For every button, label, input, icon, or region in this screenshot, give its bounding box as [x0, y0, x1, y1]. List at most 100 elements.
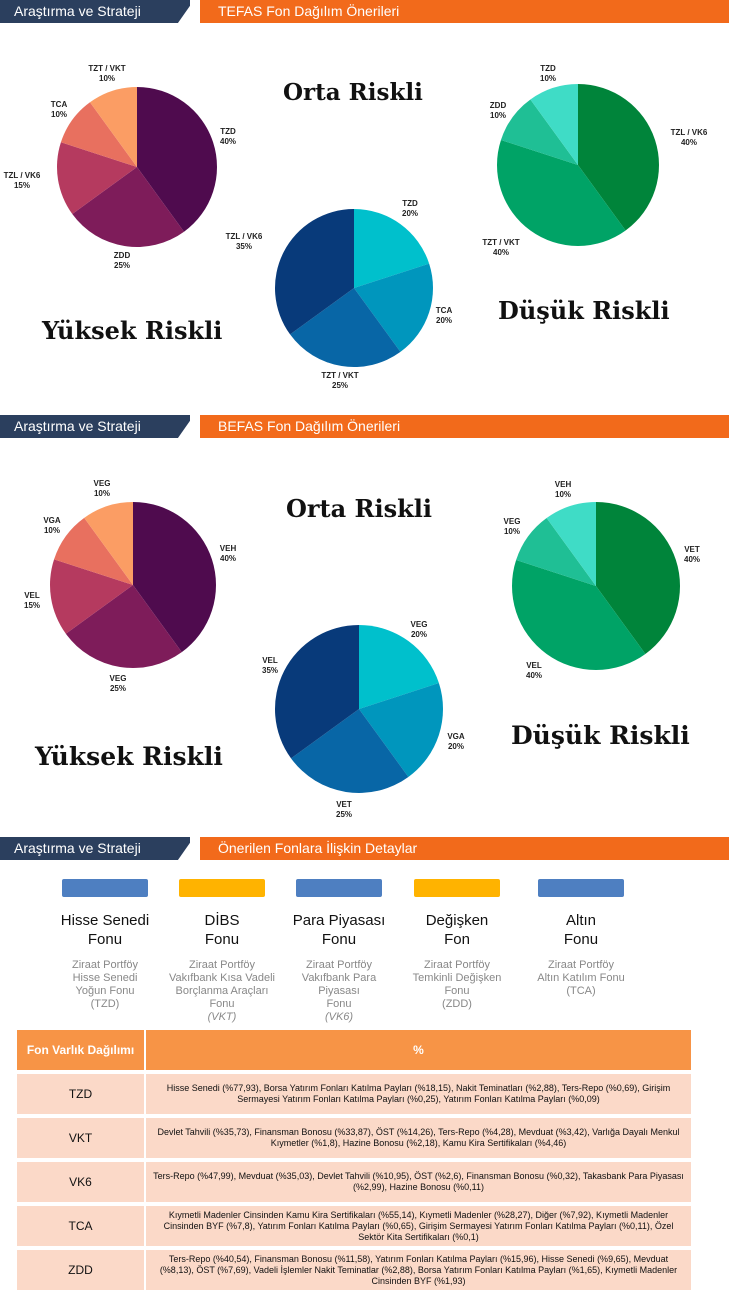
fund-card-money-market: Para Piyasası Fonu Ziraat Portföy Vakıfban…: [278, 879, 400, 1024]
pie-slice-label: VGA 10%: [43, 516, 60, 536]
pie-slice-label: VGA 20%: [447, 732, 464, 752]
pie-slice: [290, 288, 401, 367]
slice-value: 10%: [93, 489, 110, 498]
pie-slice-label: TCA 10%: [51, 100, 67, 120]
pie-slice-label: ZDD 25%: [114, 251, 130, 271]
befas-high-pie: [50, 502, 216, 668]
befas-low-pie: [512, 502, 680, 670]
section-left-label: Araştırma ve Strateji: [0, 837, 190, 860]
slice-value: 15%: [23, 601, 41, 610]
slice-name: VEG: [410, 620, 428, 629]
section-header-tefas: Araştırma ve Strateji TEFAS Fon Dağılım …: [0, 0, 729, 23]
pie-slice-label: VEL 15%: [24, 591, 40, 611]
fund-description: Ziraat Portföy Temkinli Değişken Fonu (ZDD): [412, 959, 502, 1010]
pie-slice: [291, 709, 409, 793]
slice-name: VEG: [93, 479, 111, 488]
pie-slice: [530, 84, 578, 165]
pie-slice-label: VET 40%: [684, 545, 700, 565]
slice-name: TZT / VKT: [88, 64, 126, 73]
fund-name: Değişken Fon: [425, 912, 489, 948]
pie-slice: [516, 518, 596, 586]
befas-mid-pie: [275, 625, 443, 793]
tefas-low-title: Düşük Riskli: [498, 296, 670, 325]
pie-slice: [546, 502, 596, 586]
slice-name: TZD: [540, 64, 556, 73]
fund-name: Altın Fonu: [563, 912, 599, 948]
table-cell-code: VK6: [17, 1158, 146, 1202]
table-header-fund: Fon Varlık Dağılımı: [17, 1030, 146, 1070]
fund-card-equity: Hisse Senedi Fonu Ziraat Portföy Hisse Sen…: [47, 879, 163, 1011]
slice-name: VGA: [447, 732, 465, 741]
slice-name: VEH: [554, 480, 572, 489]
pie-slice: [359, 625, 439, 709]
slice-value: 10%: [489, 111, 507, 120]
slice-name: ZDD: [113, 251, 131, 260]
fund-name: Para Piyasası Fonu: [292, 912, 386, 948]
tefas-mid-pie: [275, 209, 433, 367]
table-cell-code: ZDD: [17, 1246, 146, 1290]
slice-name: VEL: [24, 591, 40, 600]
slice-value: 40%: [680, 138, 697, 147]
slice-value: 25%: [109, 684, 126, 693]
table-row: TCA Kıymetli Madenler Cinsinden Kamu Kir…: [17, 1202, 691, 1246]
pie-slice-label: TZT / VKT 10%: [88, 64, 125, 84]
fund-description: Ziraat Portföy Vakıfbank Para Piyasası Fonu…: [301, 959, 377, 1023]
table-cell-detail: Ters-Repo (%40,54), Finansman Bonosu (%1…: [146, 1246, 691, 1290]
fund-allocation-table: Fon Varlık Dağılımı % TZD Hisse Senedi (…: [17, 1030, 691, 1290]
slice-name: VEG: [503, 517, 521, 526]
slice-name: TZD: [402, 199, 418, 208]
pie-slice-label: TZD 20%: [402, 199, 418, 219]
befas-high-title: Yüksek Riskli: [35, 742, 223, 771]
table-cell-code: TCA: [17, 1202, 146, 1246]
slice-value: 15%: [13, 181, 30, 190]
pie-slice-label: VEG 25%: [110, 674, 127, 694]
table-header-row: Fon Varlık Dağılımı %: [17, 1030, 691, 1070]
slice-name: TZL / VK6: [670, 128, 708, 137]
fund-name: DİBS Fonu: [204, 912, 240, 948]
fund-card-gold: Altın Fonu Ziraat Portföy Altın Katılım Fo…: [518, 879, 644, 998]
slice-name: TZL / VK6: [3, 171, 41, 180]
pie-slice: [596, 502, 680, 654]
pie-slice: [137, 87, 217, 232]
pie-slice-label: TZL / VK6 15%: [4, 171, 41, 191]
slice-name: VEL: [262, 656, 278, 665]
slice-value: 10%: [503, 527, 520, 536]
fund-color-bar: [296, 879, 382, 897]
fund-color-bar: [414, 879, 500, 897]
pie-slice-label: TZT / VKT 25%: [321, 371, 358, 391]
pie-slice-label: TZL / VK6 40%: [671, 128, 708, 148]
slice-name: VET: [336, 800, 352, 809]
fund-description: Ziraat Portföy Vakıfbank Kısa Vadeli Borçl…: [169, 959, 275, 1023]
pie-slice-label: VEG 10%: [504, 517, 521, 537]
slice-name: VEH: [219, 544, 237, 553]
tefas-low-pie: [497, 84, 659, 247]
table-row: VKT Devlet Tahvili (%35,73), Finansman B…: [17, 1114, 691, 1158]
fund-color-bar: [62, 879, 148, 897]
slice-name: TZL / VK6: [225, 232, 263, 241]
pie-slice-label: VEG 10%: [94, 479, 111, 499]
pie-slice: [57, 142, 137, 215]
pie-slice-label: VEG 20%: [411, 620, 428, 640]
slice-value: 40%: [219, 137, 237, 146]
slice-value: 40%: [525, 671, 543, 680]
section-right-label: Önerilen Fonlara İlişkin Detaylar: [200, 837, 729, 860]
pie-slice: [354, 209, 430, 288]
slice-value: 25%: [331, 381, 349, 390]
pie-slice: [65, 585, 182, 668]
slice-value: 20%: [447, 742, 464, 751]
section-left-label: Araştırma ve Strateji: [0, 415, 190, 438]
pie-slice: [275, 625, 359, 759]
table-header-percent: %: [146, 1030, 691, 1070]
pie-slice: [84, 502, 133, 585]
slice-value: 35%: [235, 242, 252, 251]
table-cell-detail: Devlet Tahvili (%35,73), Finansman Bonos…: [146, 1114, 691, 1158]
fund-card-dibs: DİBS Fonu Ziraat Portföy Vakıfbank Kısa Va…: [157, 879, 287, 1024]
slice-value: 40%: [683, 555, 701, 564]
pie-slice: [354, 263, 433, 352]
slice-value: 10%: [98, 74, 116, 83]
pie-slice-label: TZL / VK6 35%: [226, 232, 263, 252]
tefas-high-pie: [57, 87, 217, 247]
slice-name: VET: [684, 545, 700, 554]
fund-color-bar: [179, 879, 265, 897]
befas-low-title: Düşük Riskli: [511, 721, 690, 750]
